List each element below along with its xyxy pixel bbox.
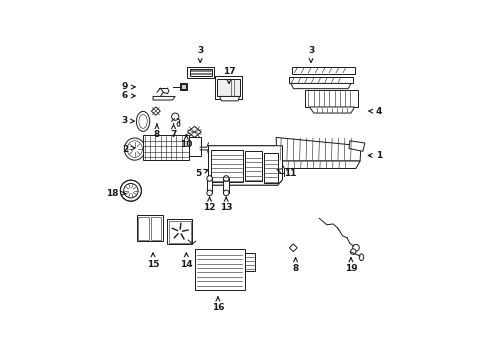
Text: 15: 15 <box>146 253 159 269</box>
Polygon shape <box>208 146 282 185</box>
Ellipse shape <box>127 141 142 157</box>
Ellipse shape <box>139 114 147 128</box>
Bar <box>211 150 243 183</box>
Polygon shape <box>187 67 214 78</box>
Text: 8: 8 <box>292 258 298 273</box>
Polygon shape <box>305 90 357 107</box>
Ellipse shape <box>136 111 149 131</box>
Text: 11: 11 <box>277 169 296 178</box>
Ellipse shape <box>124 138 145 160</box>
Ellipse shape <box>177 122 180 126</box>
Text: 8: 8 <box>154 124 160 139</box>
Bar <box>168 221 191 243</box>
Circle shape <box>120 180 141 201</box>
Polygon shape <box>194 249 244 291</box>
Text: 1: 1 <box>367 151 382 160</box>
Polygon shape <box>276 138 360 161</box>
Polygon shape <box>244 253 254 271</box>
Bar <box>137 215 163 242</box>
Text: 19: 19 <box>344 258 357 273</box>
Circle shape <box>223 190 228 195</box>
Text: 6: 6 <box>122 91 135 100</box>
Bar <box>141 118 145 121</box>
Polygon shape <box>291 67 355 74</box>
Text: 13: 13 <box>220 197 232 212</box>
Bar <box>150 217 161 240</box>
Polygon shape <box>153 96 175 100</box>
Text: 3: 3 <box>197 46 203 63</box>
Polygon shape <box>289 244 297 252</box>
Polygon shape <box>280 161 359 168</box>
Ellipse shape <box>359 254 363 261</box>
Text: 12: 12 <box>203 197 215 212</box>
Polygon shape <box>216 79 239 96</box>
Circle shape <box>123 184 138 198</box>
Bar <box>141 122 145 124</box>
Bar <box>143 135 188 159</box>
Polygon shape <box>181 84 186 89</box>
Polygon shape <box>180 82 187 90</box>
Bar <box>264 153 278 183</box>
Text: 10: 10 <box>180 135 192 149</box>
Circle shape <box>350 249 355 255</box>
Bar <box>167 219 192 244</box>
Polygon shape <box>187 126 201 138</box>
Text: 5: 5 <box>195 169 207 178</box>
Circle shape <box>352 244 359 251</box>
Text: 14: 14 <box>180 253 192 269</box>
Polygon shape <box>189 69 211 76</box>
Polygon shape <box>348 141 364 151</box>
Circle shape <box>223 176 228 181</box>
Text: 3: 3 <box>122 116 134 125</box>
Polygon shape <box>214 76 241 99</box>
Polygon shape <box>219 96 239 101</box>
Text: 16: 16 <box>211 297 224 312</box>
Text: 7: 7 <box>170 124 176 139</box>
Circle shape <box>206 176 212 181</box>
Bar <box>189 138 200 156</box>
Text: 9: 9 <box>122 82 135 91</box>
Polygon shape <box>288 77 352 84</box>
Circle shape <box>206 190 212 195</box>
Text: 3: 3 <box>307 46 313 63</box>
Bar <box>138 217 148 240</box>
Bar <box>206 179 212 193</box>
Text: 18: 18 <box>106 189 125 198</box>
Polygon shape <box>309 107 354 113</box>
Text: 17: 17 <box>222 67 235 84</box>
Polygon shape <box>208 146 282 185</box>
Bar <box>223 179 228 193</box>
Bar <box>244 151 261 181</box>
Circle shape <box>171 113 179 120</box>
Text: 2: 2 <box>122 145 135 154</box>
Polygon shape <box>151 107 160 115</box>
Text: 4: 4 <box>368 107 382 116</box>
Polygon shape <box>290 84 350 89</box>
